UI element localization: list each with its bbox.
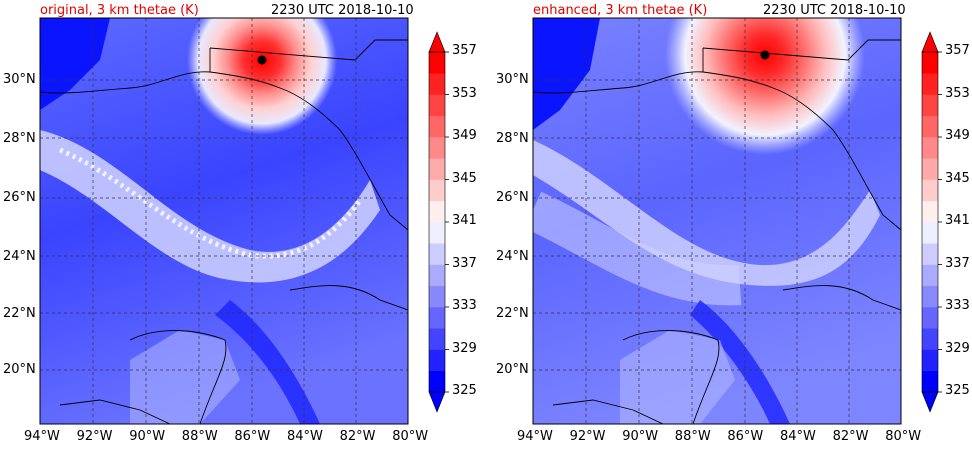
left-lat-tick-5: 20°N [3, 362, 36, 377]
left-colorbar [428, 31, 449, 413]
left-colorbar-extend-min-arrow [428, 391, 446, 413]
left-colorbar-band-9 [429, 179, 445, 202]
right-colorbar-band-9 [922, 179, 938, 202]
left-lon-tick-2: 90°W [129, 429, 166, 444]
right-colorbar-label-5: 337 [945, 255, 970, 271]
right-colorbar-band-14 [922, 73, 938, 95]
left-colorbar-band-11 [429, 137, 445, 159]
right-colorbar-extend-max-arrow [921, 31, 939, 53]
left-colorbar-label-1: 353 [452, 85, 477, 101]
right-colorbar-band-15 [922, 52, 938, 74]
right-colorbar-band-13 [922, 94, 938, 117]
left-lat-tick-3: 24°N [3, 249, 36, 264]
right-colorbar-band-7 [922, 222, 938, 244]
left-panel-title: original, 3 km thetae (K) [40, 3, 199, 18]
left-lon-tick-3: 88°W [181, 429, 218, 444]
left-lat-tick-2: 26°N [3, 190, 36, 205]
left-lat-tick-0: 30°N [3, 72, 36, 87]
left-colorbar-label-2: 349 [452, 128, 477, 143]
right-colorbar-label-0: 357 [945, 43, 970, 58]
right-colorbar-band-5 [922, 264, 938, 287]
left-lon-tick-1: 92°W [76, 429, 113, 444]
left-lon-tick-6: 82°W [339, 429, 376, 444]
left-colorbar-band-2 [429, 328, 445, 350]
right-colorbar-band-0 [922, 370, 938, 393]
right-colorbar-band-6 [922, 243, 938, 265]
right-lon-tick-7: 80°W [885, 429, 922, 444]
right-colorbar-label-7: 329 [945, 340, 970, 356]
right-colorbar-label-4: 341 [945, 213, 970, 228]
right-colorbar-label-2: 349 [945, 128, 970, 143]
left-colorbar-band-5 [429, 264, 445, 287]
right-colorbar-label-6: 333 [945, 298, 970, 313]
right-colorbar-band-2 [922, 328, 938, 350]
right-lon-tick-4: 86°W [727, 429, 764, 444]
left-colorbar-label-5: 337 [452, 255, 477, 271]
left-colorbar-band-6 [429, 243, 445, 265]
right-colorbar-label-3: 345 [945, 170, 970, 186]
right-lon-tick-5: 84°W [780, 429, 816, 444]
left-lon-tick-4: 86°W [234, 429, 271, 444]
left-colorbar-extend-max-arrow [428, 31, 446, 53]
right-colorbar-band-10 [922, 158, 938, 180]
left-lat-tick-4: 22°N [3, 306, 36, 321]
left-lon-tick-5: 84°W [287, 429, 323, 444]
right-colorbar-band-4 [922, 285, 938, 308]
left-colorbar-label-6: 333 [452, 298, 477, 313]
right-lon-tick-3: 88°W [674, 429, 711, 444]
right-colorbar-band-3 [922, 307, 938, 329]
left-colorbar-band-15 [429, 52, 445, 74]
right-panel-timestamp: 2230 UTC 2018-10-10 [763, 3, 906, 18]
right-colorbar-label-8: 325 [945, 383, 970, 398]
left-colorbar-band-13 [429, 94, 445, 117]
right-map [533, 18, 901, 424]
right-lat-tick-5: 20°N [496, 362, 529, 377]
left-colorbar-band-7 [429, 222, 445, 244]
left-colorbar-band-3 [429, 307, 445, 329]
left-colorbar-label-3: 345 [452, 170, 477, 186]
left-lat-tick-1: 28°N [3, 131, 36, 146]
right-lat-tick-2: 26°N [496, 190, 529, 205]
left-colorbar-band-10 [429, 158, 445, 180]
left-colorbar-band-0 [429, 370, 445, 393]
right-colorbar-label-1: 353 [945, 85, 970, 101]
left-lon-tick-7: 80°W [392, 429, 429, 444]
right-lon-tick-6: 82°W [832, 429, 869, 444]
left-map [40, 18, 408, 424]
left-colorbar-band-1 [429, 349, 445, 372]
right-map-frame [532, 17, 902, 425]
left-colorbar-band-8 [429, 200, 445, 223]
left-colorbar-band-4 [429, 285, 445, 308]
left-panel-timestamp: 2230 UTC 2018-10-10 [271, 3, 414, 18]
left-colorbar-label-4: 341 [452, 213, 477, 228]
left-lon-tick-0: 94°W [24, 429, 60, 444]
right-lon-tick-2: 90°W [622, 429, 659, 444]
right-colorbar-band-1 [922, 349, 938, 372]
right-lat-tick-3: 24°N [496, 249, 529, 264]
right-lat-tick-0: 30°N [496, 72, 529, 87]
right-lat-tick-4: 22°N [496, 306, 529, 321]
right-lon-tick-0: 94°W [517, 429, 553, 444]
left-colorbar-label-0: 357 [452, 43, 477, 58]
right-colorbar [921, 31, 942, 413]
right-colorbar-band-8 [922, 200, 938, 223]
left-colorbar-label-8: 325 [452, 383, 477, 398]
left-colorbar-band-12 [429, 115, 445, 138]
right-panel-title: enhanced, 3 km thetae (K) [533, 3, 708, 18]
left-map-frame [39, 17, 409, 425]
right-lon-tick-1: 92°W [569, 429, 606, 444]
right-colorbar-band-11 [922, 137, 938, 159]
right-lat-tick-1: 28°N [496, 131, 529, 146]
right-colorbar-band-12 [922, 115, 938, 138]
right-colorbar-extend-min-arrow [921, 391, 939, 413]
left-colorbar-label-7: 329 [452, 340, 477, 356]
left-colorbar-band-14 [429, 73, 445, 95]
